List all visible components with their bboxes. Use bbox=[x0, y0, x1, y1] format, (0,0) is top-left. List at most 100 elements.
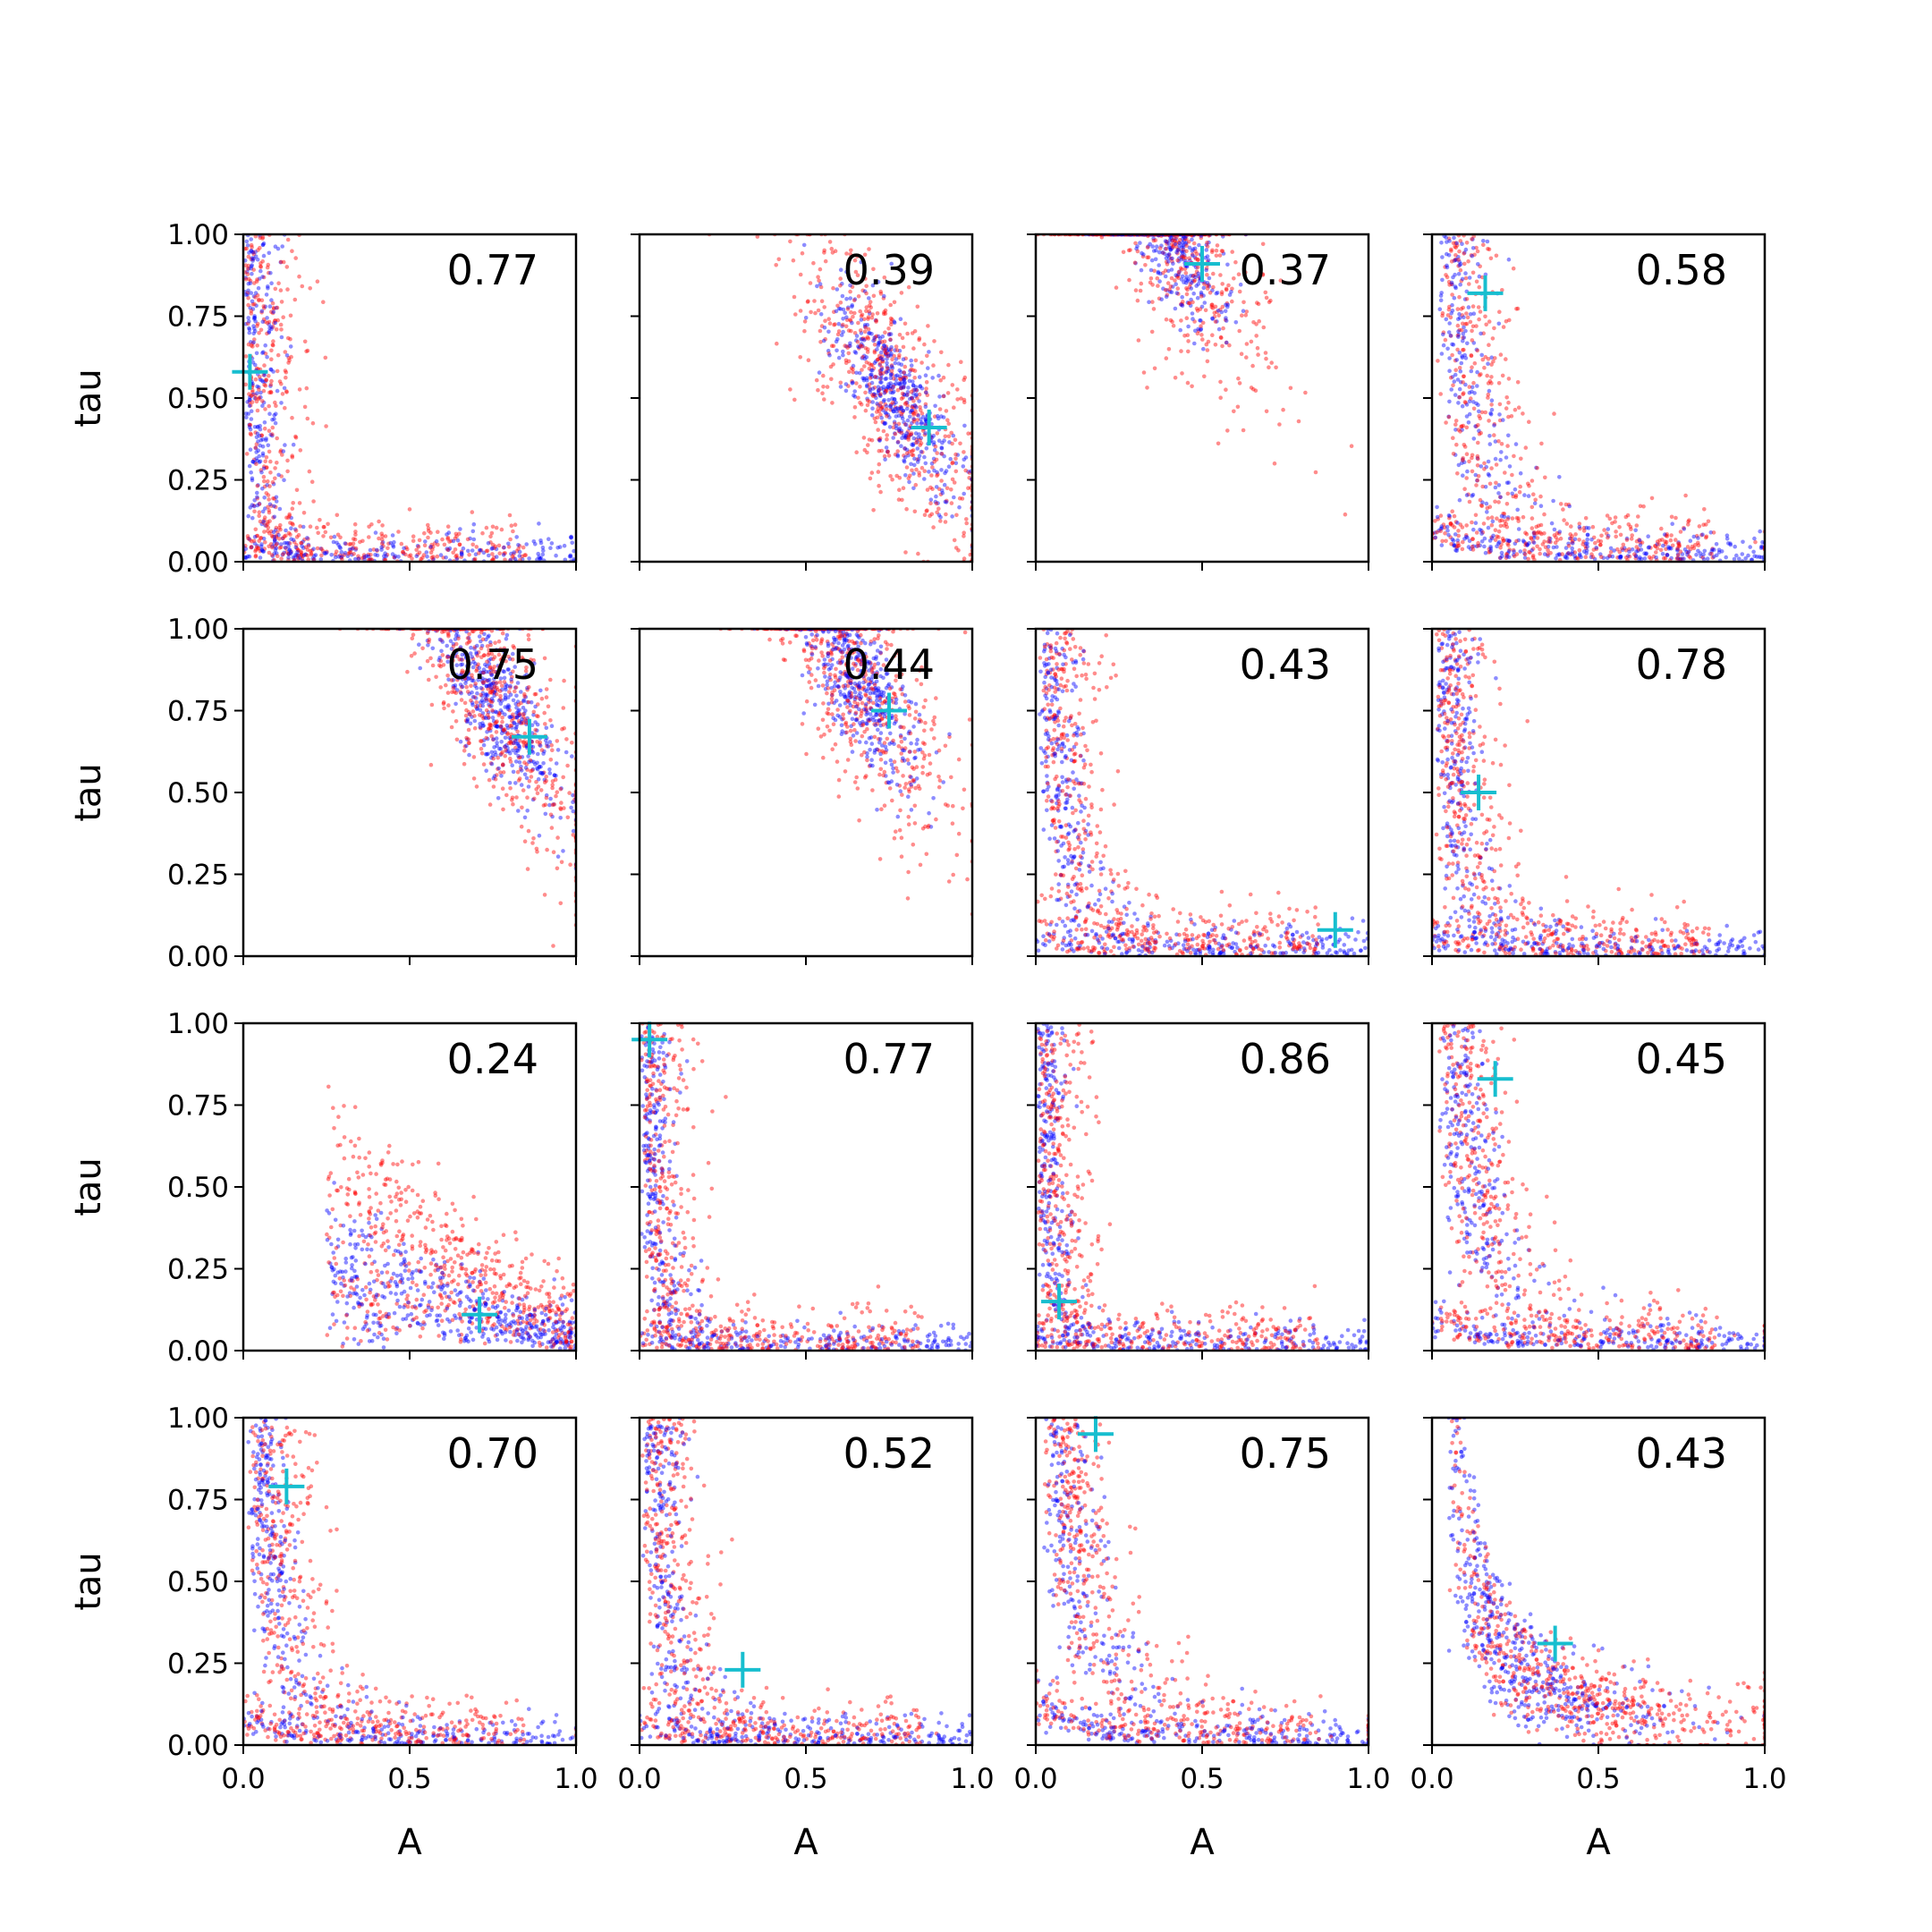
scatter-point bbox=[1433, 519, 1437, 523]
scatter-point bbox=[276, 472, 281, 478]
scatter-point bbox=[892, 409, 896, 414]
scatter-point bbox=[1243, 270, 1248, 275]
scatter-point bbox=[904, 465, 910, 470]
scatter-point bbox=[441, 555, 446, 560]
scatter-point bbox=[544, 795, 549, 801]
scatter-point bbox=[1448, 521, 1453, 526]
scatter-point bbox=[279, 474, 284, 479]
scatter-point bbox=[515, 681, 521, 685]
scatter-point bbox=[538, 538, 543, 543]
scatter-point bbox=[335, 540, 339, 546]
scatter-point bbox=[326, 521, 330, 527]
scatter-point bbox=[1577, 521, 1582, 526]
scatter-point bbox=[1452, 513, 1457, 519]
scatter-point bbox=[445, 631, 451, 635]
scatter-point bbox=[267, 390, 272, 395]
scatter-point bbox=[565, 815, 571, 820]
scatter-point bbox=[258, 377, 263, 382]
scatter-point bbox=[472, 725, 478, 731]
scatter-point bbox=[496, 665, 502, 669]
scatter-point bbox=[251, 331, 257, 336]
scatter-point bbox=[1185, 333, 1191, 338]
scatter-point bbox=[1594, 546, 1598, 550]
scatter-point bbox=[1542, 539, 1546, 544]
scatter-point bbox=[248, 402, 253, 408]
scatter-point bbox=[871, 338, 876, 343]
scatter-point bbox=[829, 343, 835, 349]
scatter-point bbox=[538, 556, 542, 561]
scatter-point bbox=[1510, 491, 1514, 496]
scatter-point bbox=[257, 513, 262, 519]
scatter-point bbox=[923, 418, 928, 422]
scatter-point bbox=[490, 708, 495, 713]
scatter-point bbox=[558, 806, 563, 810]
scatter-point bbox=[880, 405, 885, 410]
scatter-point bbox=[417, 642, 421, 647]
scatter-point bbox=[268, 470, 273, 475]
scatter-point bbox=[512, 741, 516, 746]
scatter-point bbox=[1564, 552, 1570, 557]
scatter-point bbox=[1196, 274, 1201, 279]
scatter-point bbox=[249, 340, 253, 344]
scatter-point bbox=[255, 503, 260, 508]
scatter-point bbox=[925, 393, 930, 398]
scatter-point bbox=[475, 664, 479, 669]
scatter-point bbox=[1462, 297, 1468, 301]
scatter-point bbox=[1512, 453, 1516, 459]
scatter-point bbox=[1168, 284, 1174, 289]
scatter-point bbox=[1758, 529, 1762, 534]
scatter-point bbox=[436, 542, 440, 547]
scatter-point bbox=[1724, 555, 1728, 560]
scatter-point bbox=[893, 360, 898, 366]
scatter-point bbox=[1475, 249, 1480, 254]
scatter-point bbox=[530, 750, 536, 755]
scatter-point bbox=[1445, 313, 1451, 318]
scatter-point bbox=[893, 431, 898, 436]
scatter-point bbox=[919, 408, 923, 412]
scatter-point bbox=[889, 363, 894, 368]
scatter-point bbox=[852, 331, 858, 335]
scatter-point bbox=[901, 357, 906, 362]
scatter-point bbox=[1463, 275, 1469, 281]
scatter-point bbox=[262, 426, 267, 431]
scatter-point bbox=[855, 273, 860, 278]
scatter-point bbox=[878, 380, 883, 385]
scatter-point bbox=[874, 395, 878, 401]
scatter-point bbox=[917, 336, 922, 341]
scatter-point bbox=[494, 752, 498, 758]
scatter-point bbox=[1462, 347, 1466, 352]
scatter-point bbox=[284, 533, 288, 538]
scatter-point bbox=[878, 376, 884, 381]
scatter-point bbox=[1445, 524, 1450, 530]
scatter-point bbox=[454, 663, 460, 667]
scatter-point bbox=[1450, 282, 1454, 287]
scatter-point bbox=[1675, 546, 1680, 551]
scatter-point bbox=[1447, 321, 1452, 326]
scatter-point bbox=[261, 474, 267, 479]
scatter-point bbox=[1173, 238, 1178, 243]
scatter-point bbox=[259, 433, 264, 438]
scatter-point bbox=[1156, 284, 1160, 288]
scatter-point bbox=[902, 384, 906, 389]
scatter-point bbox=[876, 385, 881, 390]
scatter-point bbox=[523, 708, 528, 713]
scatter-point bbox=[878, 356, 883, 361]
scatter-point bbox=[352, 552, 356, 556]
scatter-point bbox=[453, 691, 459, 695]
scatter-point bbox=[257, 453, 262, 459]
scatter-point bbox=[1446, 414, 1452, 419]
scatter-point bbox=[1465, 469, 1470, 474]
scatter-point bbox=[486, 541, 491, 546]
scatter-point bbox=[1457, 394, 1462, 400]
scatter-point bbox=[247, 392, 251, 396]
scatter-point bbox=[1683, 493, 1688, 498]
scatter-point bbox=[1726, 541, 1731, 546]
scatter-point bbox=[488, 534, 493, 539]
scatter-point bbox=[510, 795, 515, 801]
scatter-point bbox=[909, 396, 914, 401]
scatter-point bbox=[1654, 555, 1658, 560]
scatter-point bbox=[267, 519, 272, 523]
scatter-point bbox=[1546, 554, 1550, 558]
scatter-point bbox=[537, 555, 541, 559]
scatter-point bbox=[881, 408, 886, 412]
